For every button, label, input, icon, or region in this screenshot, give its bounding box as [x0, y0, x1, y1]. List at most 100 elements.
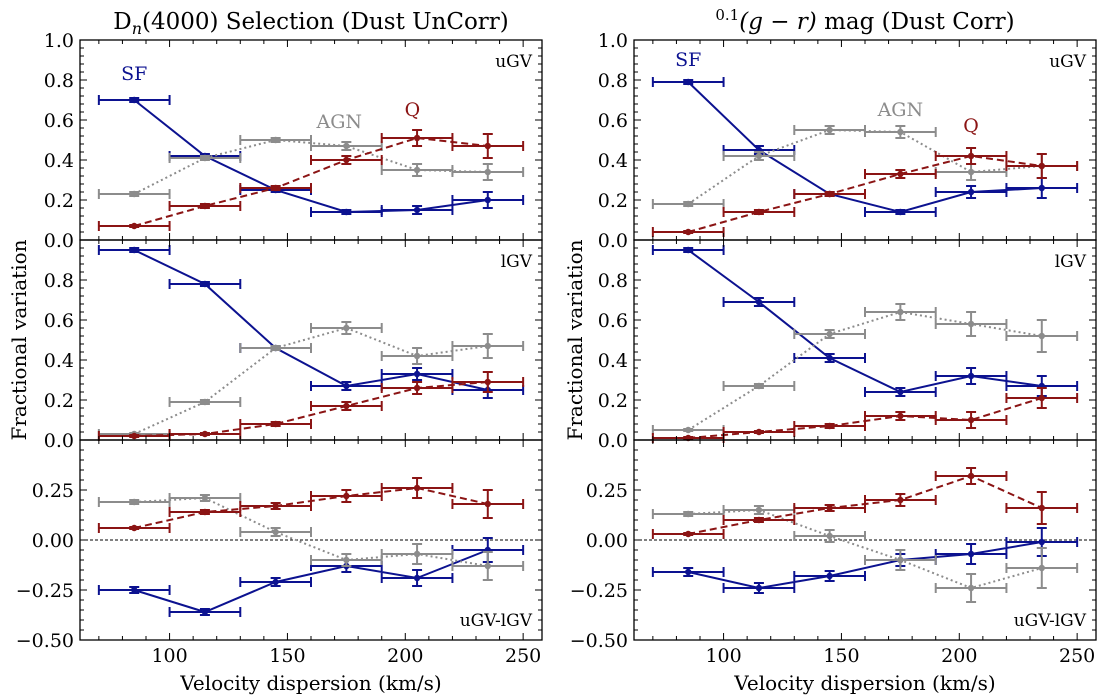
- data-point-AGN: [272, 528, 279, 536]
- data-point-Q: [272, 420, 279, 428]
- y-tick-label: 0.0: [598, 430, 628, 452]
- data-point-AGN: [967, 584, 975, 592]
- data-point-AGN: [755, 506, 763, 514]
- series-line-Q: [687, 154, 1042, 233]
- data-point-AGN: [826, 330, 833, 338]
- data-point-AGN: [484, 168, 491, 176]
- data-point-SF: [343, 382, 350, 390]
- data-point-AGN: [343, 324, 350, 332]
- data-point-Q: [1038, 504, 1045, 512]
- column-title-0: Dn(4000) Selection (Dust UnCorr): [113, 9, 509, 38]
- data-point-AGN: [201, 154, 209, 162]
- panel-label: uGV: [1049, 52, 1087, 72]
- data-point-AGN: [413, 550, 421, 558]
- y-tick-label: 0.25: [32, 480, 74, 502]
- data-point-Q: [685, 530, 692, 538]
- y-tick-label: 0.8: [44, 70, 74, 92]
- y-tick-label: 0.4: [598, 150, 628, 172]
- data-point-AGN: [131, 190, 138, 198]
- data-point-SF: [201, 608, 209, 616]
- data-point-SF: [685, 568, 692, 576]
- panel-uGV-lGV-col1: −0.50 −0.25 0.00 0.25 100 150 200 250 uGV-lGV: [570, 439, 1097, 667]
- data-point-Q: [201, 430, 209, 438]
- y-tick-label: 0.8: [598, 270, 628, 292]
- x-tick-label: 200: [387, 645, 423, 667]
- y-tick-label: 0.0: [44, 230, 74, 252]
- data-point-SF: [413, 574, 421, 582]
- panel-lGV-col0: 0.0 0.2 0.4 0.6 0.8 lGV: [44, 239, 543, 452]
- y-tick-label: 0.6: [44, 110, 74, 132]
- data-point-SF: [131, 586, 138, 594]
- data-point-Q: [343, 402, 350, 410]
- y-tick-label: −0.50: [570, 630, 628, 652]
- y-tick-label: 0.6: [598, 310, 628, 332]
- data-point-AGN: [201, 494, 209, 502]
- panel-frame: [633, 239, 1097, 441]
- data-point-SF: [484, 196, 491, 204]
- data-point-SF: [755, 298, 763, 306]
- data-point-Q: [484, 378, 491, 386]
- data-point-Q: [826, 504, 833, 512]
- panel-lGV-col1: 0.0 0.2 0.4 0.6 0.8 lGV: [598, 239, 1097, 452]
- y-tick-label: 0.6: [44, 310, 74, 332]
- panel-label: uGV: [495, 52, 533, 72]
- data-point-Q: [1038, 162, 1045, 170]
- data-point-SF: [967, 372, 975, 380]
- data-point-Q: [413, 384, 421, 392]
- series-line-SF: [133, 249, 489, 391]
- y-tick-label: 0.8: [598, 70, 628, 92]
- data-point-AGN: [272, 136, 279, 144]
- x-tick-label: 100: [151, 645, 187, 667]
- data-point-AGN: [826, 532, 833, 540]
- data-point-Q: [343, 156, 350, 164]
- data-point-AGN: [826, 126, 833, 134]
- series-label-SF: SF: [675, 49, 701, 71]
- data-point-Q: [897, 170, 904, 178]
- panel-label: lGV: [1055, 252, 1087, 272]
- data-point-Q: [826, 190, 833, 198]
- data-point-AGN: [343, 556, 350, 564]
- data-point-Q: [755, 208, 763, 216]
- data-point-Q: [413, 134, 421, 142]
- panel-label: uGV-lGV: [460, 611, 533, 631]
- data-point-Q: [201, 508, 209, 516]
- data-point-SF: [343, 208, 350, 216]
- data-point-Q: [897, 496, 904, 504]
- data-point-Q: [131, 222, 138, 230]
- data-point-AGN: [755, 382, 763, 390]
- data-point-SF: [897, 388, 904, 396]
- y-tick-label: 0.8: [44, 270, 74, 292]
- data-point-AGN: [967, 168, 975, 176]
- data-point-Q: [484, 500, 491, 508]
- data-point-Q: [272, 184, 279, 192]
- y-tick-label: 1.0: [44, 30, 74, 52]
- x-tick-label: 150: [269, 645, 305, 667]
- data-point-SF: [755, 584, 763, 592]
- x-tick-label: 250: [1059, 645, 1095, 667]
- data-point-SF: [1038, 538, 1045, 546]
- data-point-Q: [201, 202, 209, 210]
- y-tick-label: 0.2: [598, 190, 628, 212]
- data-point-AGN: [484, 562, 491, 570]
- data-point-SF: [826, 354, 833, 362]
- panel-uGV-col0: 0.0 0.2 0.4 0.6 0.8 1.0 uGV SF AGN Q: [44, 30, 543, 252]
- data-point-SF: [826, 572, 833, 580]
- data-point-SF: [967, 188, 975, 196]
- data-point-SF: [685, 246, 692, 254]
- x-axis-label-1: Velocity dispersion (km/s): [733, 671, 995, 695]
- data-point-SF: [413, 370, 421, 378]
- data-point-Q: [755, 428, 763, 436]
- y-tick-label: −0.50: [16, 630, 74, 652]
- series-line-Q: [133, 136, 488, 227]
- data-point-AGN: [897, 128, 904, 136]
- data-point-Q: [272, 502, 279, 510]
- series-label-AGN: AGN: [877, 99, 924, 121]
- data-point-AGN: [413, 166, 421, 174]
- y-axis-label-0: Fractional variation: [7, 239, 31, 440]
- y-tick-label: 0.6: [598, 110, 628, 132]
- y-tick-label: 1.0: [598, 30, 628, 52]
- data-point-AGN: [484, 342, 491, 350]
- data-point-AGN: [967, 320, 975, 328]
- x-tick-label: 250: [505, 645, 541, 667]
